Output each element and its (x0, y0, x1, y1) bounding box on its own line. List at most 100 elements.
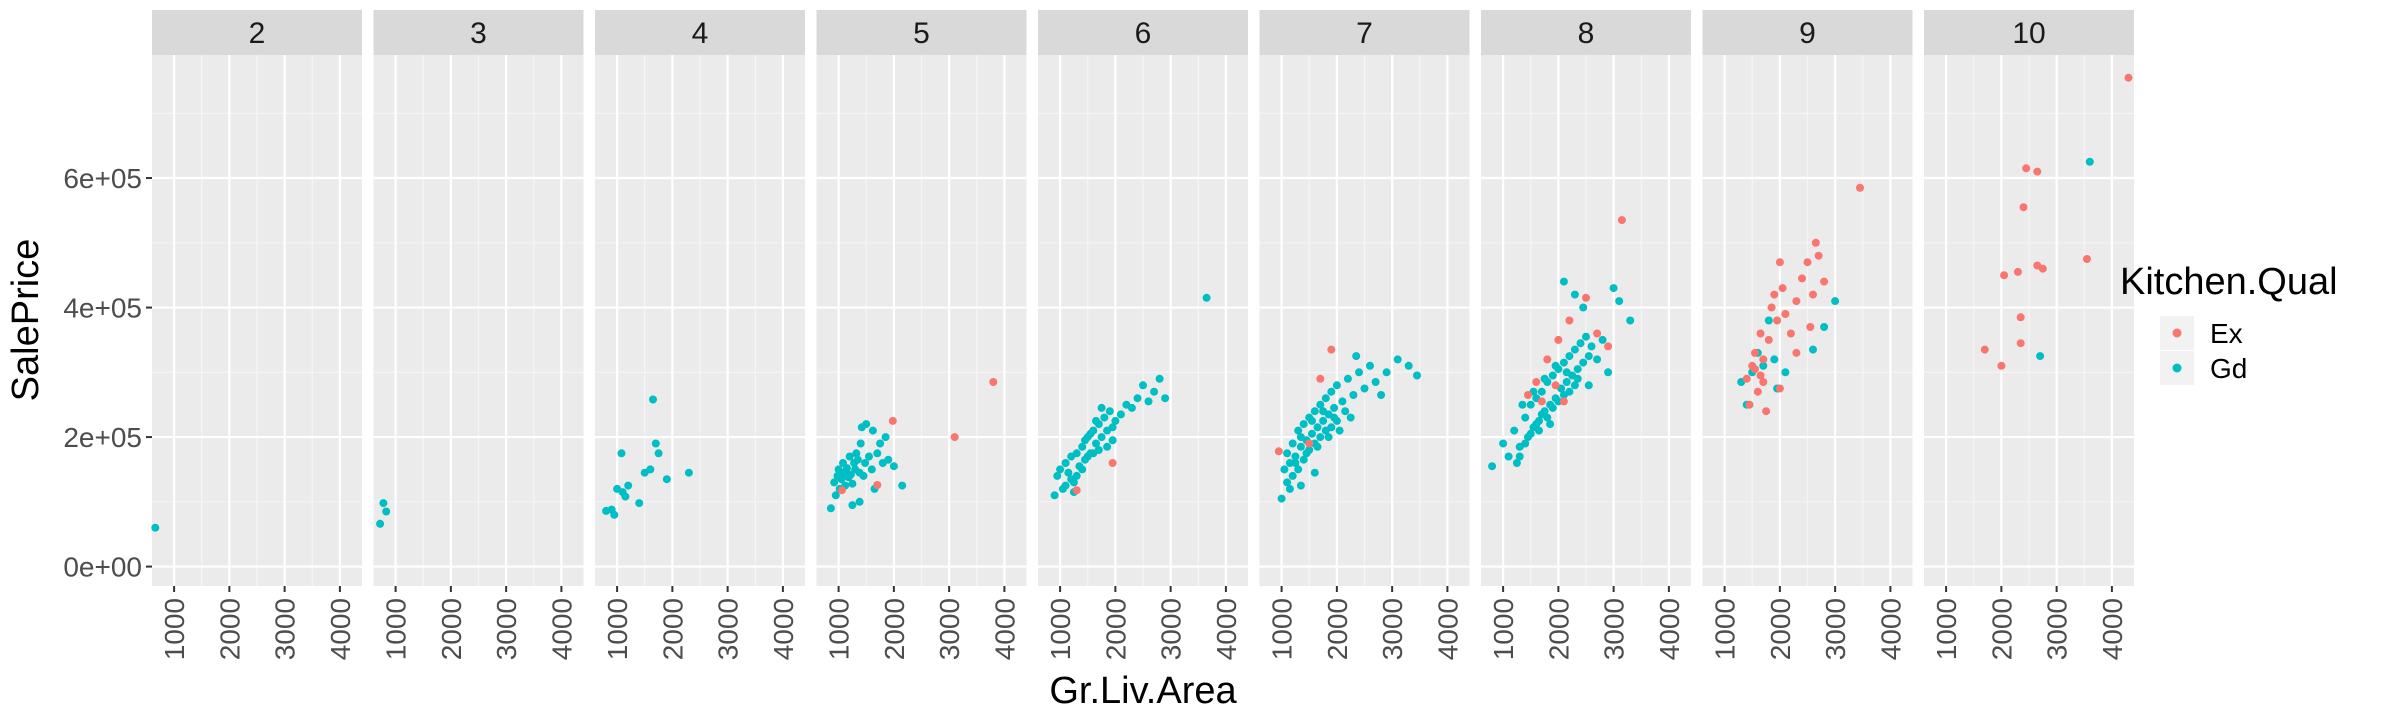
x-tick-label: 4000 (1654, 598, 1685, 660)
data-point-gd (1097, 403, 1106, 412)
data-point-ex (1524, 391, 1532, 399)
data-point-gd (1598, 335, 1607, 344)
x-tick-label: 4000 (1211, 598, 1242, 660)
data-point-gd (1288, 471, 1297, 480)
data-point-gd (1302, 449, 1311, 458)
data-point-ex (1551, 381, 1560, 390)
facet-strip (1702, 10, 1913, 55)
data-point-gd (862, 420, 871, 429)
data-point-gd (649, 395, 657, 404)
x-tick-label: 2000 (1100, 598, 1131, 660)
data-point-gd (1319, 416, 1328, 425)
data-point-gd (1570, 290, 1579, 299)
facet-strip (1924, 10, 2134, 55)
facet-strip-label: 6 (1135, 17, 1152, 50)
data-point-gd (1338, 397, 1347, 406)
data-point-gd (1518, 400, 1527, 409)
x-tick-label: 2000 (657, 598, 688, 660)
x-tick-label: 1000 (1267, 598, 1298, 660)
data-point-gd (1764, 316, 1773, 325)
data-point-gd (662, 475, 671, 484)
data-point-ex (1745, 400, 1754, 409)
facet-strip (1259, 10, 1470, 55)
data-point-gd (1313, 423, 1322, 432)
data-point-gd (1277, 494, 1286, 503)
facet-strip (1038, 10, 1248, 55)
data-point-ex (1108, 459, 1117, 467)
data-point-gd (1488, 462, 1497, 471)
data-point-ex (1617, 216, 1626, 225)
data-point-gd (617, 449, 626, 458)
data-point-gd (1759, 361, 1768, 370)
data-point-gd (1540, 374, 1549, 383)
data-point-gd (635, 499, 644, 508)
data-point-gd (1510, 426, 1519, 435)
data-point-gd (859, 471, 868, 480)
legend-label: Gd (2210, 353, 2247, 384)
data-point-gd (1809, 345, 1817, 354)
facet-panel-3: 3 1000 2000 3000 4000 (373, 10, 584, 660)
y-tick-label: 6e+05 (63, 163, 142, 194)
facet-strip-label: 3 (470, 17, 487, 50)
data-point-gd (848, 479, 857, 488)
legend-item-ex: Ex (2160, 316, 2243, 350)
data-point-gd (379, 499, 388, 508)
x-tick-label: 4000 (989, 598, 1020, 660)
data-point-gd (1341, 407, 1350, 416)
x-tick-label: 4000 (1875, 598, 1906, 660)
data-point-gd (1546, 420, 1555, 429)
data-point-ex (1554, 335, 1563, 344)
data-point-gd (1288, 439, 1297, 448)
data-point-gd (1092, 416, 1100, 425)
data-point-gd (830, 478, 839, 487)
data-point-gd (1360, 384, 1369, 393)
data-point-gd (1330, 403, 1339, 412)
data-point-gd (1100, 413, 1109, 422)
legend-item-gd: Gd (2160, 351, 2247, 385)
data-point-gd (1202, 293, 1211, 302)
data-point-gd (1366, 361, 1374, 370)
x-tick-label: 3000 (270, 598, 301, 660)
data-point-gd (1584, 352, 1593, 361)
data-point-gd (1565, 387, 1574, 396)
data-point-ex (1593, 329, 1602, 338)
x-tick-label: 2000 (1543, 598, 1574, 660)
data-point-gd (1321, 394, 1330, 403)
data-point-ex (2016, 313, 2025, 322)
data-point-ex (1798, 274, 1806, 283)
data-point-gd (853, 455, 862, 464)
data-point-gd (1316, 400, 1325, 409)
legend: Kitchen.Qual Ex Gd (2120, 261, 2338, 385)
data-point-gd (1559, 358, 1568, 367)
data-point-gd (884, 455, 893, 464)
data-point-gd (1573, 365, 1582, 374)
data-point-gd (1296, 481, 1305, 490)
data-point-gd (1521, 439, 1530, 448)
facet-panel-7: 7 1000 2000 3000 4000 (1259, 10, 1470, 660)
x-tick-label: 4000 (546, 598, 577, 660)
data-point-ex (1582, 293, 1590, 302)
x-tick-label: 1000 (824, 598, 855, 660)
facet-strip-label: 2 (249, 17, 266, 50)
data-point-gd (1133, 394, 1142, 403)
data-point-gd (873, 449, 882, 458)
x-tick-label: 1000 (381, 598, 412, 660)
data-point-gd (1576, 339, 1585, 348)
data-point-gd (1308, 416, 1316, 425)
y-axis: 0e+00 2e+05 4e+05 6e+05 (63, 163, 152, 583)
data-point-gd (1579, 303, 1588, 312)
data-point-ex (1781, 310, 1790, 318)
data-point-gd (1382, 368, 1391, 377)
data-point-gd (1081, 436, 1089, 445)
legend-swatch (2172, 328, 2182, 338)
data-point-gd (1327, 387, 1336, 396)
data-point-gd (1535, 426, 1543, 435)
data-point-gd (684, 468, 693, 477)
data-point-ex (1980, 345, 1989, 354)
data-point-gd (1393, 355, 1402, 364)
data-point-gd (1316, 433, 1325, 442)
data-point-ex (2016, 339, 2025, 348)
data-point-gd (1056, 465, 1065, 474)
legend-label: Ex (2210, 318, 2243, 349)
data-point-gd (1092, 439, 1100, 448)
